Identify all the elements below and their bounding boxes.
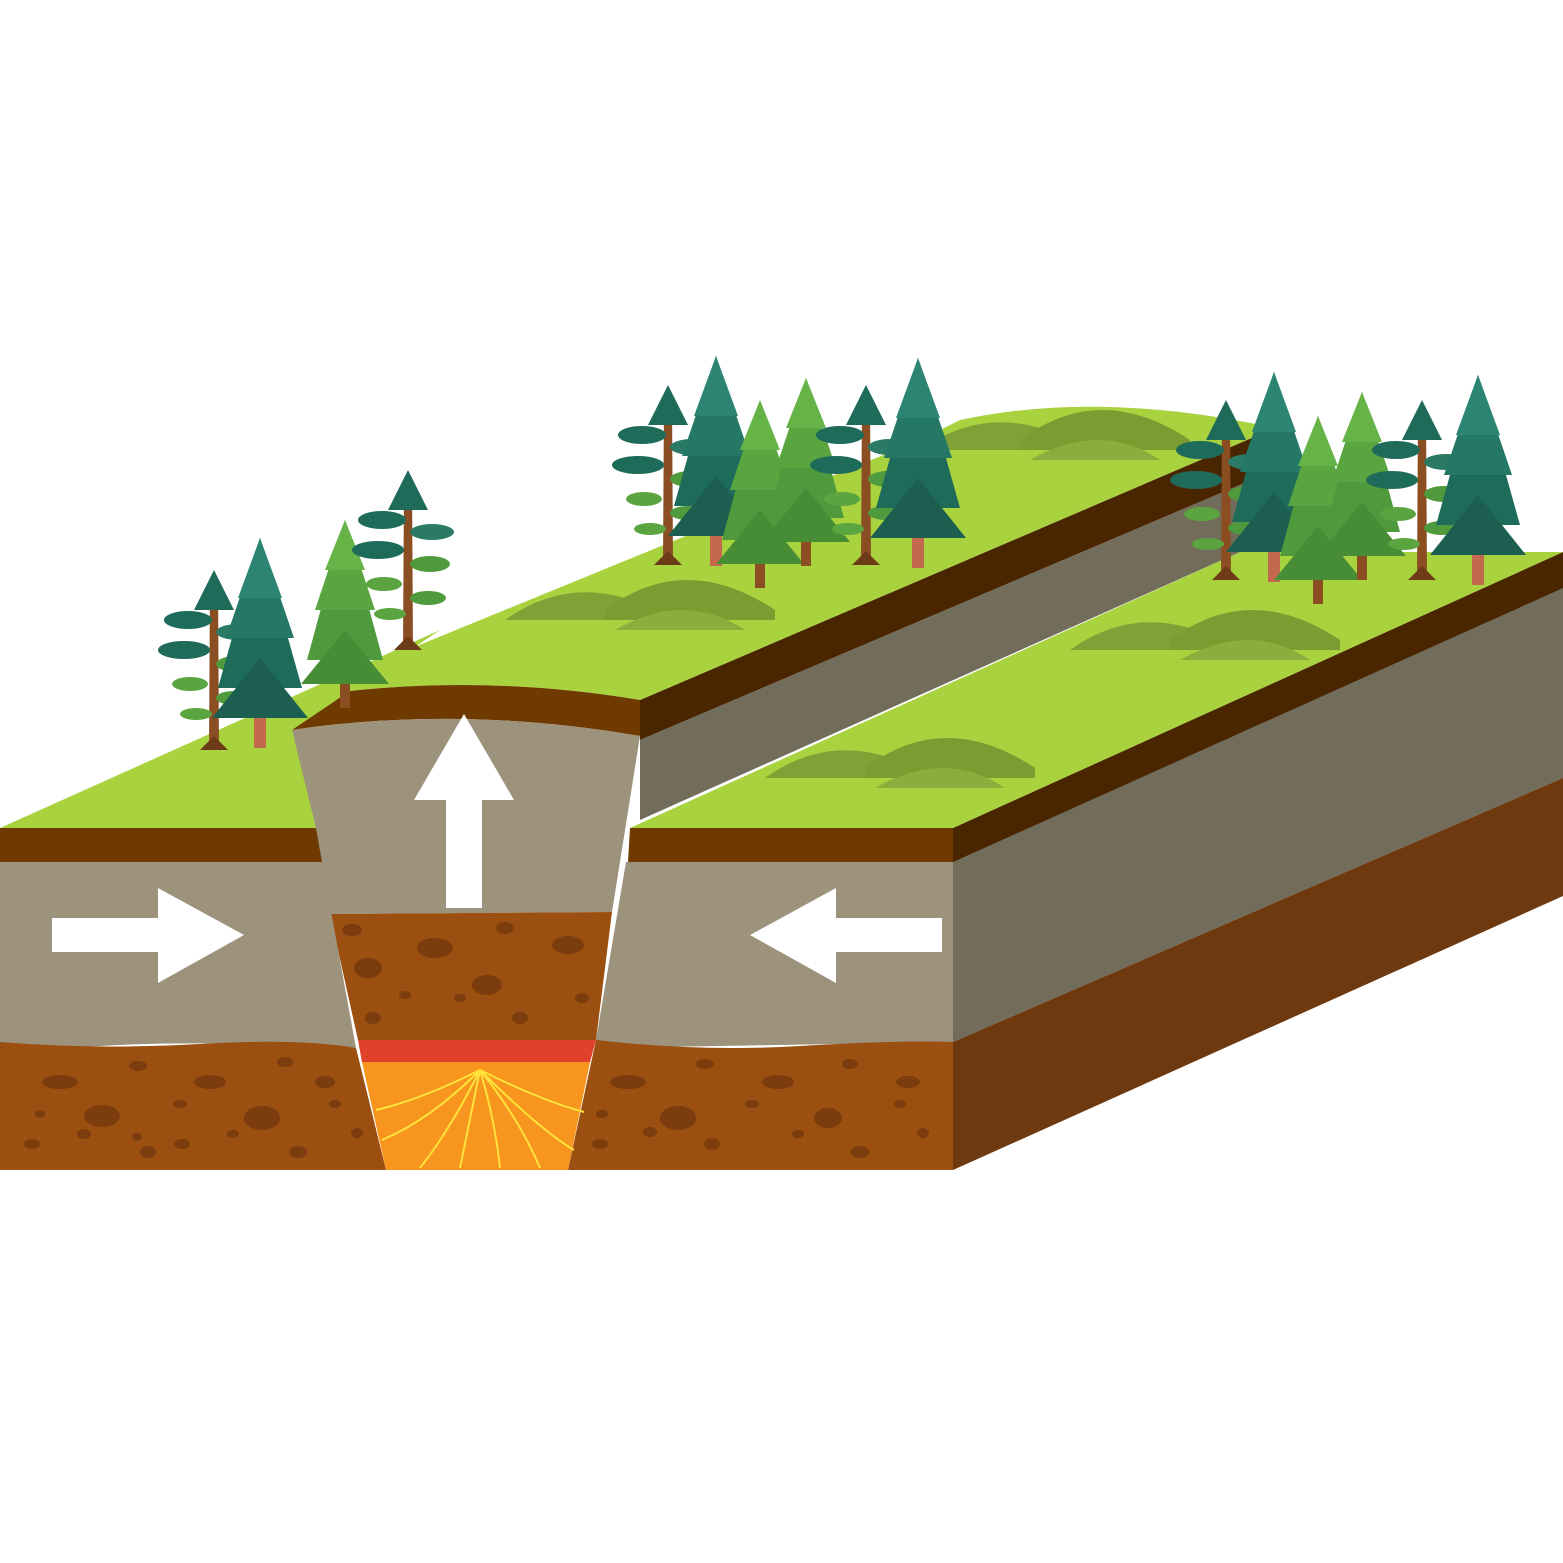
middle-block-soil-spots — [342, 922, 589, 1024]
middle-block-rock-side — [640, 470, 1275, 820]
outer-soil-spots — [24, 1057, 929, 1158]
left-plate-block — [0, 630, 440, 1170]
pine-tree-icon — [212, 538, 308, 748]
right-block-rock-side — [953, 585, 1563, 1042]
middle-block-soil-front — [330, 912, 612, 1040]
right-block-topsoil-front — [628, 828, 953, 862]
magma-chamber — [362, 1062, 590, 1170]
trees-middle — [612, 356, 966, 588]
left-block-topsoil-front — [0, 828, 322, 862]
compression-arrow-left — [52, 888, 244, 983]
pine-tree-icon — [1430, 375, 1526, 585]
middle-block-topsoil-side — [640, 428, 1275, 740]
right-block-rock-front — [596, 862, 953, 1048]
trees-right — [1170, 372, 1526, 604]
right-block-soil-side — [953, 778, 1563, 1170]
right-block-soil-front — [568, 1040, 953, 1170]
uplift-arrow — [414, 714, 514, 908]
compression-arrow-right — [750, 888, 942, 983]
magma-crust-layer — [358, 1040, 596, 1062]
left-block-grass-top — [0, 630, 440, 828]
right-block-topsoil-side — [953, 552, 1563, 862]
magma-flow-lines — [375, 1069, 585, 1169]
middle-block-topsoil-front — [285, 685, 640, 736]
left-block-soil-front — [0, 1041, 386, 1170]
